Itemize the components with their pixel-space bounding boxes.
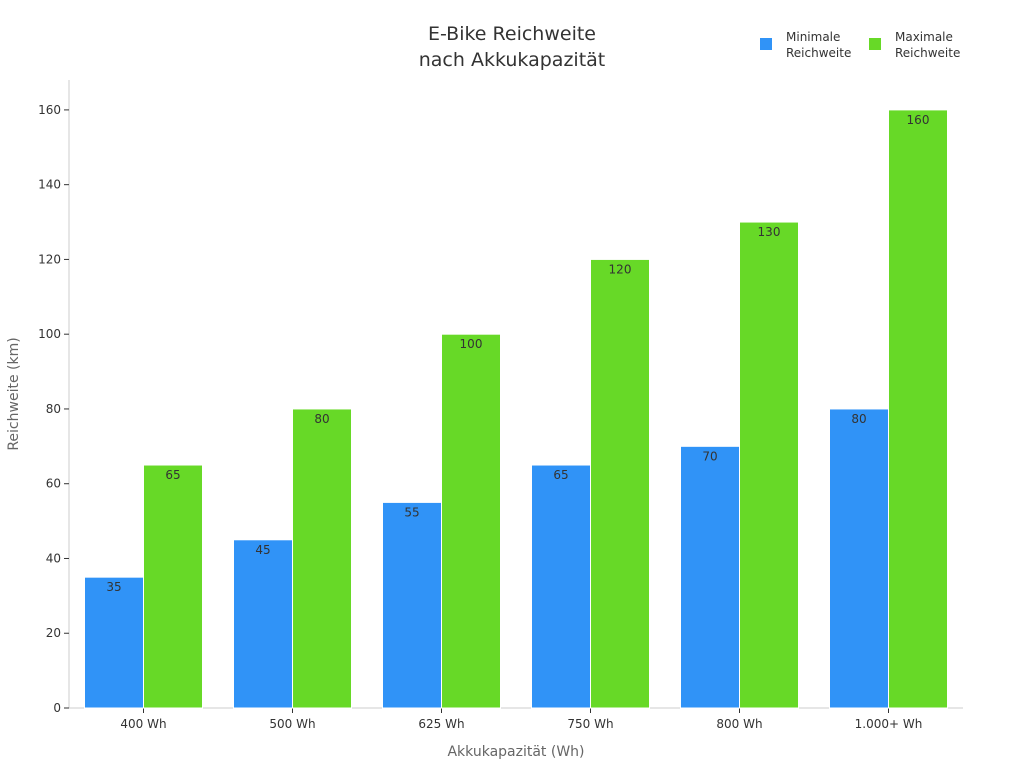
x-tick-label: 750 Wh <box>567 717 613 731</box>
x-tick-label: 800 Wh <box>716 717 762 731</box>
data-label: 65 <box>165 468 180 482</box>
data-label: 130 <box>758 225 781 239</box>
chart-title-line-2: nach Akkukapazität <box>419 49 605 71</box>
bar-series-0-category-0 <box>84 576 144 709</box>
y-tick-label: 160 <box>38 103 61 117</box>
y-tick-label: 20 <box>46 626 61 640</box>
data-label: 80 <box>314 412 329 426</box>
x-tick-label: 1.000+ Wh <box>855 717 923 731</box>
data-label: 160 <box>907 113 930 127</box>
data-label: 120 <box>609 262 632 276</box>
x-tick-label: 625 Wh <box>418 717 464 731</box>
bar-series-1-category-4 <box>739 221 799 709</box>
bar-series-1-category-1 <box>292 408 352 709</box>
legend-swatch <box>869 38 881 50</box>
y-tick-label: 120 <box>38 252 61 266</box>
data-labels: 35 65 45 80 55 100 65 120 70 130 80 160 <box>106 113 929 594</box>
legend-label: Reichweite <box>786 46 851 60</box>
y-axis-title: Reichweite (km) <box>6 337 22 450</box>
data-label: 65 <box>553 468 568 482</box>
y-tick-label: 0 <box>53 701 61 715</box>
legend-label: Maximale <box>895 30 953 44</box>
x-tick-label: 500 Wh <box>269 717 315 731</box>
data-label: 45 <box>255 543 270 557</box>
data-label: 80 <box>851 412 866 426</box>
data-label: 55 <box>404 505 419 519</box>
bar-series-0-category-3 <box>531 464 591 709</box>
data-label: 100 <box>460 337 483 351</box>
y-tick-label: 60 <box>46 477 61 491</box>
bar-series-1-category-3 <box>590 258 650 709</box>
chart-title-line-1: E-Bike Reichweite <box>428 23 596 45</box>
bar-series-0-category-5 <box>829 408 889 709</box>
axes: 0 20 40 60 80 100 120 140 160 400 Wh 500 Wh 625 Wh 7… <box>38 80 963 731</box>
bar-series-1-category-2 <box>441 333 501 709</box>
bar-series-0-category-1 <box>233 539 293 709</box>
bar-series-0-category-4 <box>680 445 740 709</box>
chart-title: E-Bike Reichweite nach Akkukapazität <box>419 23 605 71</box>
x-tick-label: 400 Wh <box>120 717 166 731</box>
bars <box>84 109 948 709</box>
legend-label: Reichweite <box>895 46 960 60</box>
bar-series-1-category-5 <box>888 109 948 709</box>
data-label: 35 <box>106 580 121 594</box>
legend-swatch <box>760 38 772 50</box>
legend: Minimale Reichweite Maximale Reichweite <box>760 30 960 60</box>
y-tick-label: 140 <box>38 178 61 192</box>
y-tick-label: 40 <box>46 551 61 565</box>
legend-label: Minimale <box>786 30 840 44</box>
bar-series-1-category-0 <box>143 464 203 709</box>
y-tick-label: 100 <box>38 327 61 341</box>
x-axis-title: Akkukapazität (Wh) <box>447 744 584 760</box>
bar-series-0-category-2 <box>382 501 442 709</box>
data-label: 70 <box>702 449 717 463</box>
y-tick-label: 80 <box>46 402 61 416</box>
